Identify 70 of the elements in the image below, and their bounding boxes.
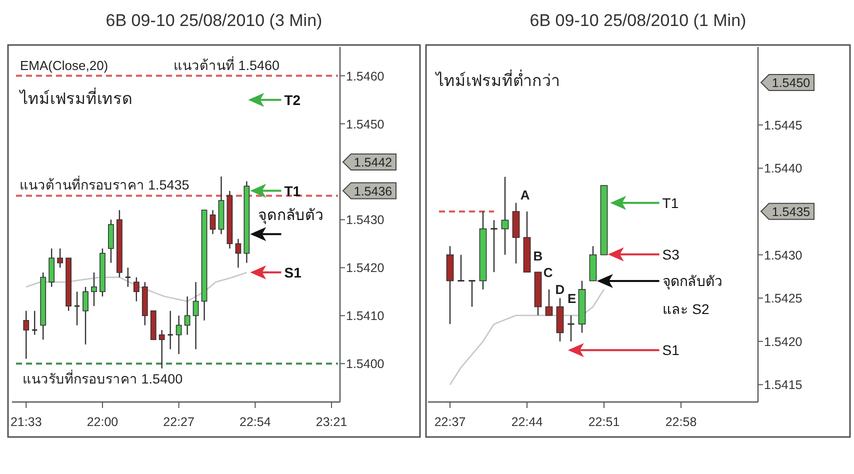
candlestick <box>23 310 30 360</box>
price-tag: 1.5442 <box>342 154 396 171</box>
x-tick-label: 22:00 <box>86 415 118 429</box>
ref-line-label: แนวต้านที่กรอบราคา 1.5435 <box>19 176 190 193</box>
price-tag: 1.5450 <box>760 74 814 91</box>
annotation: T1 <box>662 194 679 211</box>
annotation: D <box>555 282 565 298</box>
price-tag: 1.5435 <box>760 202 814 220</box>
candlestick <box>48 248 55 288</box>
annotation: จุดกลับตัว และ S2 <box>662 272 722 317</box>
annotation: ไทม์เฟรมที่เทรด <box>18 86 132 108</box>
chart-title: 6B 09-10 25/08/2010 (3 Min) <box>106 11 322 30</box>
y-tick-label: 1.5425 <box>764 292 802 306</box>
x-tick-label: 23:21 <box>316 415 348 429</box>
candlestick <box>184 296 190 336</box>
annotation: T2 <box>284 92 301 108</box>
candlestick <box>192 281 199 350</box>
ref-line-label: แนวต้านที่ 1.5460 <box>173 56 280 73</box>
y-tick-label: 1.5400 <box>346 357 384 372</box>
y-tick-label: 1.5445 <box>764 118 802 132</box>
y-tick-label: 1.5450 <box>346 117 384 132</box>
annotation: EMA(Close,20) <box>20 58 108 74</box>
candlestick <box>74 291 80 326</box>
candlestick <box>456 254 466 282</box>
y-tick-label: 1.5420 <box>346 261 384 276</box>
annotation: S1 <box>284 264 302 280</box>
candlestick <box>490 220 498 273</box>
candlestick <box>167 310 174 350</box>
annotation: T1 <box>284 182 301 199</box>
candlestick <box>133 276 140 302</box>
y-tick-label: 1.5420 <box>764 334 802 349</box>
annotation: ไทม์เฟรมที่ต่ำกว่า <box>434 69 560 90</box>
line-series <box>25 272 248 302</box>
candlestick <box>31 310 38 336</box>
annotation: E <box>568 290 577 306</box>
candlestick <box>108 219 114 264</box>
candlestick <box>545 288 553 316</box>
candlestick <box>235 238 242 268</box>
candlestick <box>501 176 509 256</box>
x-tick-label: 22:27 <box>163 415 195 429</box>
price-tag: 1.5436 <box>342 182 396 200</box>
x-tick-label: 21:33 <box>10 415 42 429</box>
annotation: B <box>533 248 543 264</box>
annotation: S3 <box>662 246 680 262</box>
candlestick <box>468 280 476 308</box>
ref-line-label: แนวรับที่กรอบราคา 1.5400 <box>22 370 183 387</box>
x-tick-label: 22:37 <box>434 415 466 429</box>
candlestick <box>124 267 132 288</box>
annotation: S1 <box>662 342 680 358</box>
candlestick <box>82 286 88 346</box>
x-tick-label: 22:44 <box>511 415 543 429</box>
y-tick-label: 1.5440 <box>764 162 802 176</box>
x-tick-label: 22:58 <box>665 415 697 429</box>
y-tick-label: 1.5415 <box>764 378 802 392</box>
y-tick-label: 1.5410 <box>346 309 384 324</box>
annotation: จุดกลับตัว <box>258 207 324 226</box>
candlestick <box>176 315 182 355</box>
y-tick-label: 1.5460 <box>346 69 384 84</box>
annotation: A <box>520 187 530 202</box>
x-tick-label: 22:51 <box>588 415 620 429</box>
x-tick-label: 22:54 <box>240 415 271 429</box>
annotation: C <box>543 265 554 280</box>
y-tick-label: 1.5430 <box>346 213 384 228</box>
candlestick <box>57 248 64 268</box>
y-tick-label: 1.5430 <box>764 248 802 262</box>
candlestick <box>158 329 165 370</box>
chart-title: 6B 09-10 25/08/2010 (1 Min) <box>530 11 746 30</box>
candlestick <box>566 314 576 342</box>
candlestick <box>91 272 97 307</box>
candlestick <box>210 210 216 235</box>
